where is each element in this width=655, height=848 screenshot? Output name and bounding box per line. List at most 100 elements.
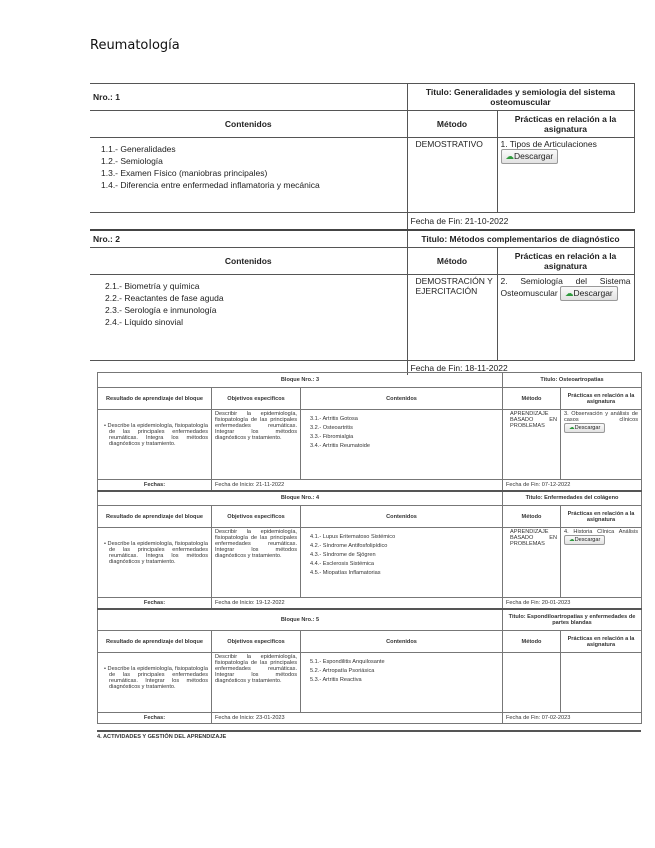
list-item: 2.2.- Reactantes de fase aguda <box>105 293 224 303</box>
unit-2-header-row: Nro.: 2 Titulo: Métodos complementarios … <box>90 228 635 248</box>
cloud-download-icon: ☁ <box>569 425 575 431</box>
units-table: Nro.: 1 Titulo: Generalidades y semiolog… <box>90 83 635 375</box>
unit-number: Nro.: 2 <box>90 228 408 248</box>
block-content-row: • Describe la epidemiología, fisiopatolo… <box>97 409 642 480</box>
unit-title: Titulo: Generalidades y semiologia del s… <box>406 83 635 111</box>
unit-1-date-row: Fecha de Fin: 21-10-2022 <box>90 212 634 230</box>
header-objetivos: Objetivos especificos <box>211 630 301 653</box>
header-resultado: Resultado de aprendizaje del bloque <box>97 505 212 528</box>
objectives: Describir la epidemiología, fisiopatolog… <box>211 652 301 713</box>
start-date: Fecha de Inicio: 23-01-2023 <box>211 712 503 724</box>
blocks-table: Bloque Nro.: 3 Titulo: Osteoartropatias Re… <box>97 372 642 724</box>
block-header-row: Bloque Nro.: 5 Titulo: Espondiloartropati… <box>97 607 642 631</box>
contents-list: 5.1.- Espondilitis Anquilosante 5.2.- Art… <box>310 658 499 685</box>
block-dates-row: Fechas: Fecha de Inicio: 19-12-2022 Fecha … <box>97 597 642 609</box>
download-button[interactable]: ☁Descargar <box>560 286 618 301</box>
header-resultado: Resultado de aprendizaje del bloque <box>97 387 212 410</box>
learning-outcome: • Describe la epidemiología, fisiopatolo… <box>104 666 208 690</box>
block-dates-row: Fechas: Fecha de Inicio: 21-11-2022 Fecha … <box>97 479 642 491</box>
list-item: 3.3.- Fibromialgia <box>310 434 354 440</box>
header-contenidos: Contenidos <box>90 110 408 138</box>
header-metodo: Método <box>502 630 561 653</box>
page-title: Reumatología <box>90 38 180 53</box>
download-button[interactable]: ☁Descargar <box>564 535 606 545</box>
practice-name: 4. Historia Clínica Análisis <box>564 529 638 535</box>
list-item: 3.1.- Artritis Gotosa <box>310 416 358 422</box>
end-date: Fecha de Fin: 20-01-2023 <box>502 597 642 609</box>
header-contenidos: Contenidos <box>90 247 408 275</box>
method: APRENDIZAJE BASADO EN PROBLEMAS <box>510 529 557 547</box>
header-practicas: Prácticas en relación a la asignatura <box>560 387 642 410</box>
header-objetivos: Objetivos especificos <box>211 505 301 528</box>
header-objetivos: Objetivos especificos <box>211 387 301 410</box>
list-item: 4.3.- Síndrome de Sjögren <box>310 552 376 558</box>
block-title: Titulo: Enfermedades del colágeno <box>502 489 642 506</box>
start-date: Fecha de Inicio: 19-12-2022 <box>211 597 503 609</box>
cloud-download-icon: ☁ <box>565 288 574 298</box>
column-headers: Contenidos Método Prácticas en relación … <box>90 110 635 138</box>
block-number: Bloque Nro.: 3 <box>97 372 503 388</box>
block-content-row: • Describe la epidemiología, fisiopatolo… <box>97 527 642 598</box>
header-practicas: Prácticas en relación a la asignatura <box>496 110 635 138</box>
end-date: Fecha de Fin: 07-12-2022 <box>502 479 642 491</box>
column-headers: Resultado de aprendizaje del bloque Objet… <box>97 505 642 528</box>
column-headers: Resultado de aprendizaje del bloque Objet… <box>97 630 642 653</box>
method: DEMOSTRACIÓN Y EJERCITACIÓN <box>406 274 498 361</box>
unit-number: Nro.: 1 <box>90 83 408 111</box>
list-item: 5.3.- Artritis Reactiva <box>310 677 362 683</box>
list-item: 1.3.- Examen Físico (maniobras principal… <box>101 168 268 178</box>
list-item: 5.2.- Artropatía Psoriásica <box>310 668 375 674</box>
block-content-row: • Describe la epidemiología, fisiopatolo… <box>97 652 642 713</box>
objectives: Describir la epidemiología, fisiopatolog… <box>211 409 301 480</box>
contents-list: 3.1.- Artritis Gotosa 3.2.- Osteoartritis… <box>310 415 499 451</box>
list-item: 2.3.- Serología e inmunología <box>105 305 217 315</box>
list-item: 1.1.- Generalidades <box>101 144 176 154</box>
header-contenidos: Contenidos <box>300 387 503 410</box>
method: DEMOSTRATIVO <box>406 137 498 213</box>
block-header-row: Bloque Nro.: 3 Titulo: Osteoartropatias <box>97 372 642 388</box>
unit-2-date-row: Fecha de Fin: 18-11-2022 <box>90 360 634 375</box>
objectives: Describir la epidemiología, fisiopatolog… <box>211 527 301 598</box>
header-contenidos: Contenidos <box>300 630 503 653</box>
end-date: Fecha de Fin: 07-02-2023 <box>502 712 642 724</box>
unit-1-content-row: 1.1.- Generalidades 1.2.- Semiología 1.3… <box>90 137 635 213</box>
cloud-download-icon: ☁ <box>569 537 575 543</box>
dates-label: Fechas: <box>97 479 212 491</box>
method: APRENDIZAJE BASADO EN PROBLEMAS <box>510 411 557 429</box>
unit-title: Titulo: Métodos complementarios de diagn… <box>406 228 635 248</box>
header-resultado: Resultado de aprendizaje del bloque <box>97 630 212 653</box>
column-headers: Contenidos Método Prácticas en relación … <box>90 247 635 275</box>
block-number: Bloque Nro.: 5 <box>97 607 503 631</box>
header-metodo: Método <box>502 387 561 410</box>
list-item: 2.4.- Líquido sinovial <box>105 317 183 327</box>
contents-list: 2.1.- Biometría y química 2.2.- Reactant… <box>105 280 404 328</box>
list-item: 2.1.- Biometría y química <box>105 281 200 291</box>
header-metodo: Método <box>406 110 498 138</box>
list-item: 4.2.- Síndrome Antifosfolipídico <box>310 543 388 549</box>
block-number: Bloque Nro.: 4 <box>97 489 503 506</box>
list-item: 4.5.- Miopatías Inflamatorias <box>310 570 381 576</box>
end-date: Fecha de Fin: 21-10-2022 <box>406 212 634 230</box>
header-practicas: Prácticas en relación a la asignatura <box>496 247 635 275</box>
practice-name: 3. Observación y análisis de casos clíni… <box>564 411 638 423</box>
column-headers: Resultado de aprendizaje del bloque Objet… <box>97 387 642 410</box>
contents-list: 1.1.- Generalidades 1.2.- Semiología 1.3… <box>101 143 404 191</box>
cloud-download-icon: ☁ <box>505 151 515 161</box>
list-item: 3.2.- Osteoartritis <box>310 425 353 431</box>
start-date: Fecha de Inicio: 21-11-2022 <box>211 479 503 491</box>
list-item: 5.1.- Espondilitis Anquilosante <box>310 659 385 665</box>
list-item: 1.2.- Semiología <box>101 156 163 166</box>
download-button[interactable]: ☁Descargar <box>564 423 606 433</box>
header-metodo: Método <box>406 247 498 275</box>
download-button[interactable]: ☁Descargar <box>500 149 559 164</box>
header-practicas: Prácticas en relación a la asignatura <box>560 630 642 653</box>
end-date: Fecha de Fin: 18-11-2022 <box>406 360 634 375</box>
header-practicas: Prácticas en relación a la asignatura <box>560 505 642 528</box>
dates-label: Fechas: <box>97 597 212 609</box>
block-dates-row: Fechas: Fecha de Inicio: 23-01-2023 Fecha … <box>97 712 642 724</box>
block-title: Titulo: Espondiloartropatias y enfermeda… <box>502 607 642 631</box>
learning-outcome: • Describe la epidemiología, fisiopatolo… <box>104 541 208 565</box>
learning-outcome: • Describe la epidemiología, fisiopatolo… <box>104 423 208 447</box>
list-item: 3.4.- Artritis Reumatoide <box>310 443 371 449</box>
practice-name: 1. Tipos de Articulaciones <box>500 139 597 149</box>
